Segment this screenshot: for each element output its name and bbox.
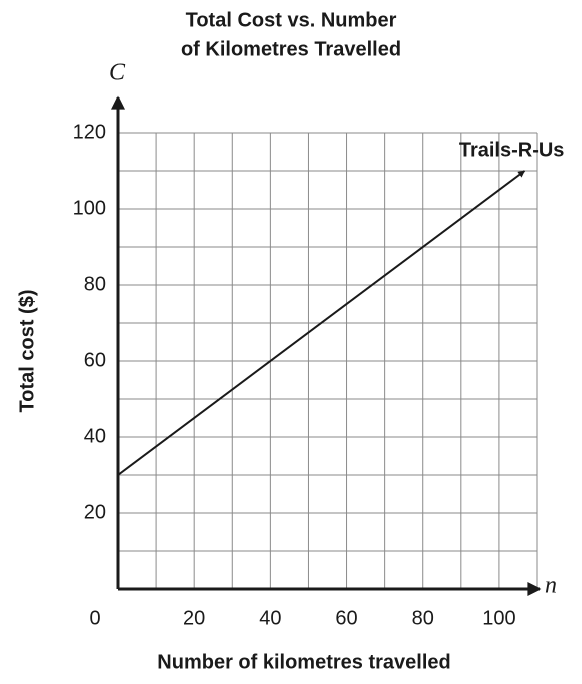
x-tick-label: 20 <box>183 607 205 629</box>
y-tick-label: 40 <box>84 425 106 447</box>
x-tick-label: 60 <box>335 607 357 629</box>
chart-title: of Kilometres Travelled <box>181 38 401 60</box>
y-tick-label: 20 <box>84 501 106 523</box>
y-axis-label: Total cost ($) <box>16 290 38 413</box>
x-tick-label: 40 <box>259 607 281 629</box>
x-tick-label: 80 <box>412 607 434 629</box>
chart-title: Total Cost vs. Number <box>186 9 397 31</box>
y-axis-symbol: C <box>109 60 126 86</box>
y-tick-label: 120 <box>73 121 106 143</box>
data-line <box>117 170 526 476</box>
x-tick-label: 100 <box>482 607 515 629</box>
y-tick-label: 100 <box>73 197 106 219</box>
x-axis-symbol: n <box>545 573 557 599</box>
x-tick-label: 0 <box>89 607 100 629</box>
series-label: Trails-R-Us <box>459 139 565 161</box>
y-tick-label: 60 <box>84 349 106 371</box>
x-axis-label: Number of kilometres travelled <box>157 651 450 673</box>
y-tick-label: 80 <box>84 273 106 295</box>
